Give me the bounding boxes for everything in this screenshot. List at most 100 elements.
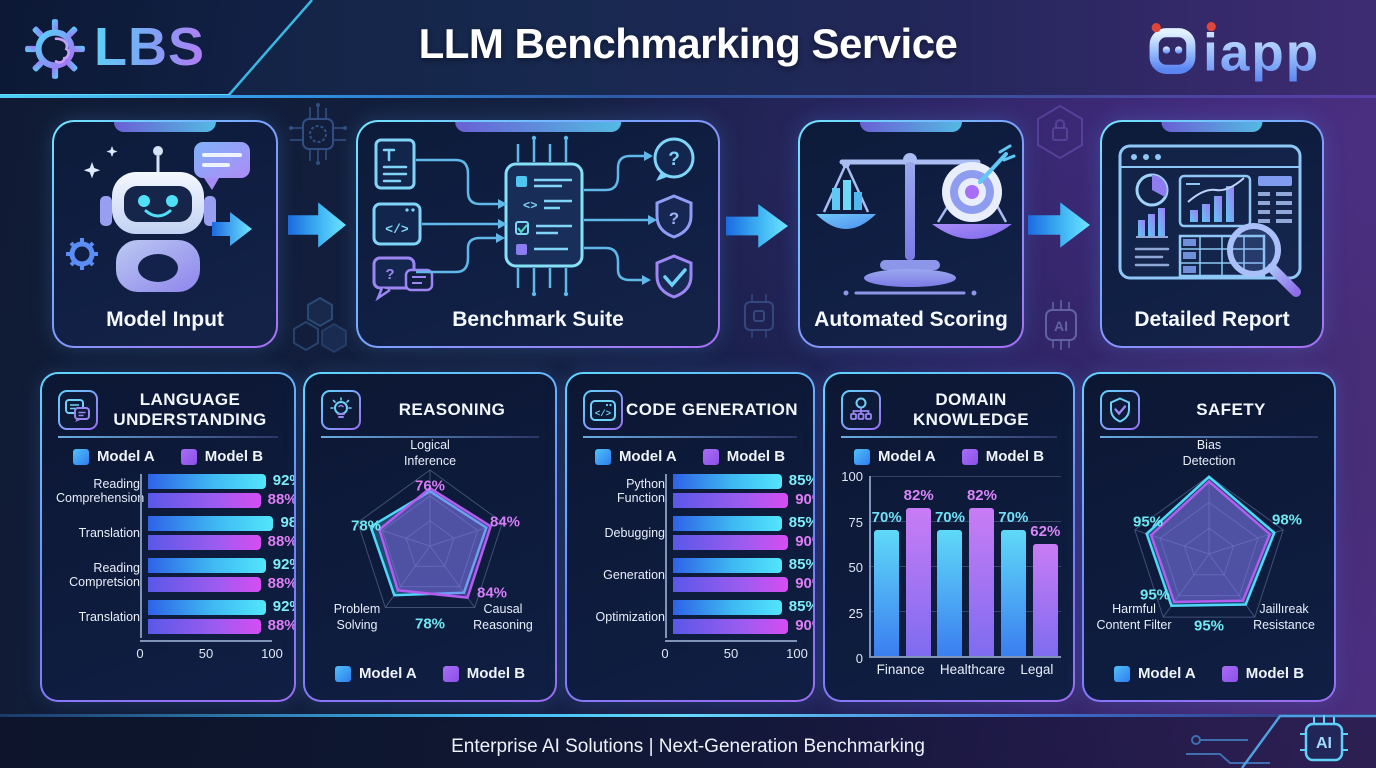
footer-tagline: Enterprise AI Solutions | Next-Generatio… (451, 736, 925, 757)
panel-title: CODE GENERATION (626, 399, 798, 419)
shield-check-icon (1100, 390, 1140, 430)
bar-model-a (148, 474, 266, 489)
box-notch (1161, 122, 1263, 132)
bar-value: 90% (795, 533, 813, 550)
document-icon (374, 138, 416, 190)
bar-model-b (673, 535, 789, 550)
footer-divider (0, 714, 1376, 717)
legend: Model A Model B (825, 448, 1073, 465)
bar-model-a (148, 516, 274, 531)
safety-radar-chart (1134, 475, 1284, 618)
bar-value: 70% (871, 509, 902, 526)
flow-box-detailed-report: Detailed Report (1100, 120, 1324, 348)
bar-model-a (937, 530, 963, 656)
model-a-swatch (72, 448, 89, 465)
bar-model-b (673, 493, 789, 508)
code-bar-chart: Python Function 85% 90% Debugging 85% 90… (581, 472, 813, 661)
connector-lines (416, 154, 648, 282)
category-label: Translation (78, 525, 140, 540)
flow-box-automated-scoring: Automated Scoring (798, 120, 1024, 348)
flow-step-label: Automated Scoring (814, 308, 1008, 331)
circuit-chip-icon (289, 103, 347, 165)
panel-safety: SAFETY Bias Detection 95% 98% 95% 95% Har… (1082, 372, 1336, 702)
chip-checklist-card: <> (504, 135, 584, 297)
pie-chart-icon (1135, 173, 1169, 207)
bar-model-b (1032, 544, 1058, 656)
bar-group: 70% 62% (998, 476, 1060, 656)
legend: Model A Model B (567, 448, 813, 465)
hexagon-lock-icon (1037, 104, 1083, 160)
svg-text:</>: </> (595, 409, 611, 419)
ai-chip-icon: AI (1300, 715, 1348, 762)
bar-model-a (1000, 530, 1026, 656)
box-notch (455, 122, 621, 132)
scale-target-illustration (816, 144, 1016, 296)
panel-divider (841, 436, 1057, 438)
footer-bar (0, 716, 1376, 768)
growth-chart-icon (1178, 174, 1252, 228)
mini-bars-icon (1136, 208, 1168, 238)
panel-divider (1100, 436, 1318, 438)
model-a-swatch (594, 448, 611, 465)
lbs-logo-text: LBS (94, 17, 205, 77)
box-notch (859, 122, 963, 132)
model-a-swatch (334, 665, 351, 682)
panel-title: LANGUAGE UNDERSTANDING (113, 389, 267, 429)
radar-axis-label-right: Jaillıreak Resistance (1253, 602, 1315, 632)
flow-box-benchmark-suite: </> ? (356, 120, 720, 348)
plot-area: 70% 82% 70% 82% 70% 62% (869, 476, 1061, 658)
radar-value: 78% (414, 615, 446, 633)
bar-value: 92% (272, 556, 294, 573)
flow-arrow-icon (288, 202, 346, 248)
radar-value: 95% (1132, 513, 1164, 531)
model-b-swatch (1221, 665, 1238, 682)
model-b-swatch (961, 448, 978, 465)
bar-model-a (874, 530, 900, 656)
panel-title: DOMAIN KNOWLEDGE (913, 389, 1029, 429)
iapp-logo-text: iapp (1203, 23, 1320, 82)
target-icon (932, 144, 1016, 239)
domain-bar-chart: 100 75 50 25 0 70% 82% (841, 469, 1061, 677)
bar-model-a (673, 600, 782, 615)
radar-value: 84% (489, 513, 521, 531)
radar-value: 95% (1193, 617, 1225, 635)
bar-model-b (673, 577, 789, 592)
bar-group: Optimization 85% 90% (581, 598, 813, 634)
flow-arrow-icon (1028, 202, 1090, 248)
bar-model-b (969, 508, 995, 656)
radar-value: 84% (476, 584, 508, 602)
bar-value: 82% (966, 487, 997, 505)
bar-value: 70% (934, 509, 965, 526)
report-dashboard-illustration (1118, 144, 1302, 297)
gear-icon (66, 238, 98, 270)
model-b-swatch (442, 665, 459, 682)
hexagon-cluster-icon (293, 296, 347, 354)
y-axis-line (665, 474, 667, 638)
x-axis-categories: Finance Healthcare Legal (876, 662, 1054, 677)
svg-text:AI: AI (1316, 735, 1332, 752)
svg-text:AI: AI (1054, 318, 1068, 334)
box-notch (113, 122, 217, 132)
bar-model-a (148, 558, 266, 573)
legend: Model A Model B (305, 665, 555, 682)
bar-model-b (906, 508, 932, 656)
bar-value: 70% (998, 509, 1029, 526)
bar-value: 98% (280, 514, 294, 531)
code-window-icon: </> (372, 202, 422, 246)
x-axis-line (665, 640, 797, 642)
bar-model-a (673, 558, 782, 573)
benchmark-suite-illustration: </> ? (372, 135, 695, 302)
bar-group: Translation 92% 88% (56, 598, 294, 634)
shield-check-icon (655, 254, 693, 299)
bar-value: 85% (788, 472, 813, 489)
panel-divider (58, 436, 278, 438)
bar-model-b (148, 493, 261, 508)
robot-illustration (66, 142, 252, 292)
category-label: Generation (603, 567, 665, 582)
model-a-swatch (1113, 665, 1130, 682)
question-bubble-icon: ? (653, 137, 695, 181)
bar-value: 88% (267, 575, 294, 592)
category-label: Translation (78, 609, 140, 624)
